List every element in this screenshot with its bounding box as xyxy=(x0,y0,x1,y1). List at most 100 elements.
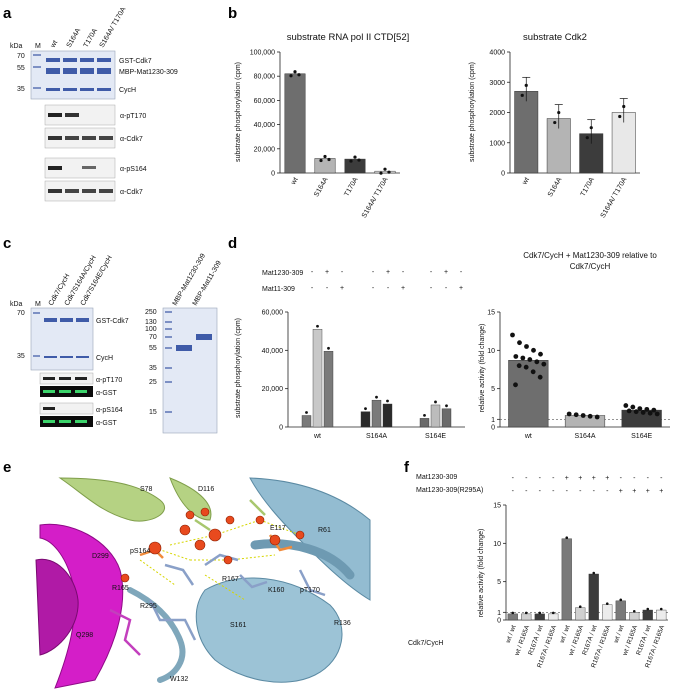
x-tick-label: T170A xyxy=(580,176,597,198)
y-tick-label: 60,000 xyxy=(262,310,284,317)
x-tick-label: wt xyxy=(521,176,531,186)
data-point xyxy=(589,126,593,130)
data-point xyxy=(565,536,569,540)
data-point xyxy=(538,351,543,357)
sign: - xyxy=(512,488,515,495)
blot-band xyxy=(43,390,55,393)
marker-label: 55 xyxy=(149,345,157,352)
bar xyxy=(284,73,306,174)
bar xyxy=(344,158,366,174)
blot-band xyxy=(48,189,62,193)
marker-label: 15 xyxy=(149,409,157,416)
x-tick-label: wt / wt xyxy=(558,624,571,645)
x-tick-label: S164A xyxy=(547,176,564,198)
residue-label: pT170 xyxy=(300,587,320,594)
chart-b-left-ylabel: substrate phosphorylation (cpm) xyxy=(235,62,242,162)
sign: - xyxy=(525,488,528,495)
sign: - xyxy=(579,488,582,495)
data-point xyxy=(618,114,622,119)
y-tick-label: 10 xyxy=(487,348,495,355)
marker-band xyxy=(33,66,41,68)
sign: - xyxy=(372,269,375,276)
blot-band xyxy=(48,113,62,117)
data-point xyxy=(327,346,330,350)
blot-band xyxy=(43,420,55,423)
sign: + xyxy=(578,475,582,482)
mat1-magenta-helix xyxy=(39,523,124,689)
blot-band xyxy=(75,377,87,380)
sign: + xyxy=(619,488,623,495)
data-point xyxy=(353,155,357,159)
panel-f-signs: - - - - - - - - + - + - + - + - - + - + - + - + xyxy=(512,475,664,495)
gel-band xyxy=(76,318,89,322)
blot-band xyxy=(48,136,62,140)
marker-label: 130 xyxy=(145,319,157,326)
data-point xyxy=(319,158,323,163)
x-tick-label: S164A xyxy=(366,433,387,440)
panel-label-c: c xyxy=(3,235,11,252)
data-point xyxy=(297,73,301,77)
chart-d-right-title: Cdk7/CycH + Mat1230-309 relative to Cdk7… xyxy=(523,251,657,271)
blot-band xyxy=(75,420,87,423)
mat1-mut-label: Mat1230-309(R295A) xyxy=(416,487,483,494)
marker-band xyxy=(33,312,40,314)
gel-band xyxy=(80,68,94,74)
blot-band xyxy=(48,166,62,170)
coomassie-gel xyxy=(30,307,94,371)
y-tick-label: 15 xyxy=(487,310,495,317)
data-point xyxy=(651,407,657,413)
y-tick-label: 10 xyxy=(493,541,501,548)
marker-band xyxy=(33,54,41,56)
cdk7-loop xyxy=(127,587,186,683)
data-point xyxy=(524,83,528,87)
gel-band xyxy=(76,356,89,358)
data-point xyxy=(357,158,361,162)
y-tick-label: 100,000 xyxy=(250,50,275,57)
chart-b-left-title: substrate RNA pol II CTD[52] xyxy=(287,32,410,43)
data-point xyxy=(364,407,367,411)
data-point xyxy=(445,404,448,408)
sign: - xyxy=(633,475,636,482)
data-point xyxy=(423,413,426,417)
x-tick-label: wt xyxy=(290,176,300,186)
lane-label: M xyxy=(35,301,41,308)
cdk7-green-ribbon xyxy=(58,477,166,522)
gel-band xyxy=(44,356,57,358)
sign: + xyxy=(592,475,596,482)
gel-band xyxy=(60,318,73,322)
marker-band xyxy=(33,87,41,89)
bar xyxy=(360,411,371,428)
sign: - xyxy=(552,488,555,495)
data-point xyxy=(524,611,528,615)
chart-d-left-ylabel: substrate phosphorylation (cpm) xyxy=(235,318,242,418)
x-tick-label: wt xyxy=(313,433,321,440)
mat1-magenta-helix xyxy=(35,558,79,656)
bar xyxy=(561,538,572,621)
panel-c: kDa M Cdk7/CycH Cdk7S164A/CycH Cdk7S164E… xyxy=(10,253,223,434)
sign: + xyxy=(632,488,636,495)
residue-labels: S78 D116 E117 R61 pS164 D299 R165 R167 K… xyxy=(76,486,351,683)
bar xyxy=(548,613,559,621)
bar xyxy=(301,415,312,428)
bar xyxy=(371,399,382,428)
bar xyxy=(430,404,441,428)
sign: - xyxy=(593,488,596,495)
band-label: GST-Cdk7 xyxy=(119,58,152,65)
sign: - xyxy=(620,475,623,482)
y-tick-label: 4000 xyxy=(489,50,505,57)
sign: - xyxy=(311,269,314,276)
data-point xyxy=(647,410,653,416)
y-tick-label: 1000 xyxy=(489,140,505,147)
western-blot xyxy=(44,127,116,149)
data-point xyxy=(632,610,636,613)
sign: - xyxy=(326,285,329,292)
data-point xyxy=(305,411,308,414)
data-point xyxy=(513,382,518,388)
y-tick-label: 80,000 xyxy=(254,74,276,81)
data-point xyxy=(434,400,437,404)
bar xyxy=(602,604,613,621)
blot-label: α-pT170 xyxy=(96,377,122,384)
gel-band xyxy=(63,58,77,62)
gel-band xyxy=(63,68,77,74)
